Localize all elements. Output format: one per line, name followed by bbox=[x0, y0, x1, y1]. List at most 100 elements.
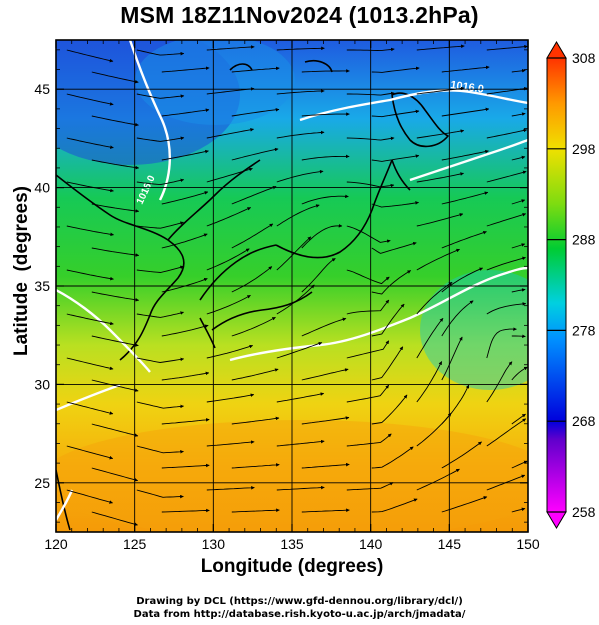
colorbar-tick-label: 308 bbox=[572, 50, 596, 66]
streamline bbox=[301, 69, 350, 73]
streamline bbox=[206, 248, 250, 271]
streamline bbox=[346, 384, 390, 403]
colorbar-top-arrow bbox=[546, 41, 567, 59]
streamline bbox=[371, 66, 420, 73]
streamline bbox=[486, 128, 528, 139]
streamline bbox=[486, 213, 527, 227]
streamline bbox=[66, 269, 114, 281]
streamline bbox=[486, 302, 527, 315]
streamline bbox=[276, 46, 325, 51]
streamline bbox=[161, 66, 210, 73]
streamline bbox=[136, 49, 185, 56]
streamline bbox=[301, 368, 349, 381]
streamline bbox=[66, 357, 114, 370]
colorbar-body bbox=[546, 57, 567, 513]
x-tick-label: 120 bbox=[44, 536, 68, 552]
y-tick-label: 35 bbox=[34, 278, 50, 294]
streamline bbox=[161, 324, 209, 337]
streamline bbox=[276, 130, 325, 139]
streamline bbox=[66, 445, 114, 460]
streamline bbox=[346, 225, 391, 243]
streamline bbox=[136, 265, 184, 273]
streamline bbox=[231, 107, 280, 117]
isobars bbox=[56, 40, 528, 521]
streamline bbox=[136, 221, 184, 229]
streamline bbox=[206, 207, 252, 227]
coastlines bbox=[56, 59, 449, 531]
colorbar-tick-label: 278 bbox=[572, 322, 596, 338]
map-title: MSM 18Z11Nov2024 (1013.2hPa) bbox=[120, 2, 479, 28]
streamline bbox=[91, 423, 139, 437]
streamline bbox=[66, 137, 114, 149]
streamline bbox=[91, 467, 139, 482]
streamline bbox=[161, 418, 210, 425]
y-tick-label: 30 bbox=[34, 376, 50, 392]
streamline bbox=[301, 224, 343, 249]
streamline bbox=[486, 256, 526, 271]
colorbar-tick-label: 268 bbox=[572, 413, 596, 429]
streamline bbox=[206, 485, 255, 491]
streamline bbox=[91, 511, 138, 526]
streamline bbox=[301, 258, 336, 293]
warm-sea-area bbox=[56, 420, 528, 532]
streamline bbox=[486, 170, 527, 183]
streamline bbox=[346, 269, 390, 285]
streamline bbox=[231, 463, 280, 469]
streamline bbox=[161, 371, 210, 381]
streamline bbox=[161, 463, 210, 469]
streamline bbox=[371, 446, 414, 469]
streamline bbox=[136, 489, 184, 499]
x-tick-label: 130 bbox=[202, 536, 226, 552]
streamline bbox=[511, 243, 526, 249]
streamline bbox=[206, 440, 255, 447]
streamline bbox=[371, 498, 418, 513]
streamline bbox=[231, 416, 280, 425]
streamline bbox=[416, 412, 452, 447]
streamline bbox=[441, 336, 463, 381]
streamline bbox=[511, 288, 526, 293]
colorbar-tick-label: 258 bbox=[572, 504, 596, 520]
x-tick-label: 135 bbox=[280, 536, 304, 552]
streamline bbox=[416, 44, 465, 51]
streamline bbox=[301, 416, 350, 425]
streamline bbox=[66, 489, 113, 504]
streamline bbox=[276, 341, 323, 359]
streamline bbox=[416, 468, 460, 491]
streamline bbox=[161, 149, 209, 161]
y-axis-ticks: 25 30 35 40 45 bbox=[34, 49, 528, 523]
streamline bbox=[301, 154, 350, 161]
streamline bbox=[231, 223, 274, 249]
streamline bbox=[371, 270, 412, 295]
streamline bbox=[231, 266, 273, 293]
streamline bbox=[276, 485, 325, 491]
streamline bbox=[91, 291, 140, 302]
streamline bbox=[511, 112, 526, 117]
streamline bbox=[441, 441, 482, 469]
streamline bbox=[441, 300, 474, 337]
streamline bbox=[206, 167, 253, 183]
streamline bbox=[276, 169, 324, 183]
streamline bbox=[511, 199, 526, 205]
streamline bbox=[66, 181, 114, 193]
streamline bbox=[276, 204, 320, 227]
streamline bbox=[371, 346, 404, 381]
streamline bbox=[346, 340, 390, 359]
streamline bbox=[301, 508, 350, 513]
streamline bbox=[91, 71, 139, 84]
streamline bbox=[231, 316, 276, 337]
streamline bbox=[91, 379, 139, 392]
streamline bbox=[486, 327, 517, 359]
streamline bbox=[511, 68, 526, 73]
streamline bbox=[276, 284, 315, 315]
streamline bbox=[301, 462, 350, 469]
streamline bbox=[371, 394, 408, 425]
streamline bbox=[301, 194, 349, 205]
cold-land-area bbox=[135, 40, 295, 125]
y-tick-label: 40 bbox=[34, 180, 50, 196]
streamline bbox=[416, 213, 464, 227]
colorbar-tick-label: 298 bbox=[572, 141, 596, 157]
streamline bbox=[276, 392, 325, 403]
credit-data: Data from http://database.rish.kyoto-u.a… bbox=[133, 609, 466, 620]
streamline bbox=[136, 178, 185, 186]
streamline bbox=[276, 236, 312, 271]
